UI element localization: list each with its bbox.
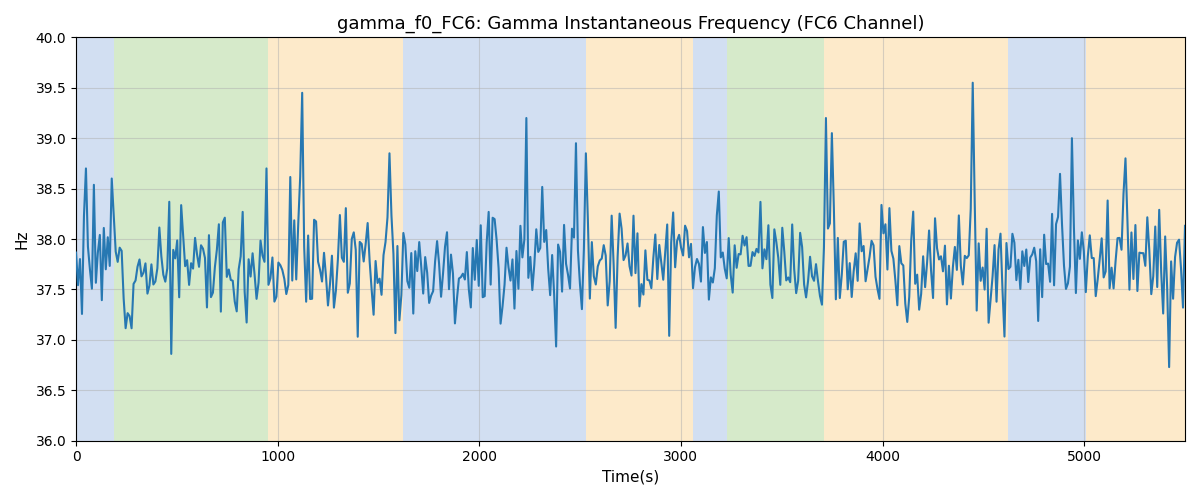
Bar	[403, 38, 586, 440]
Bar	[586, 38, 694, 440]
Bar	[1008, 38, 1086, 440]
Bar	[76, 38, 114, 440]
Bar	[694, 38, 727, 440]
Bar	[727, 38, 824, 440]
Bar	[1086, 38, 1184, 440]
Bar	[114, 38, 268, 440]
Title: gamma_f0_FC6: Gamma Instantaneous Frequency (FC6 Channel): gamma_f0_FC6: Gamma Instantaneous Freque…	[337, 15, 924, 34]
Bar	[268, 38, 403, 440]
Bar	[824, 38, 1008, 440]
Y-axis label: Hz: Hz	[14, 230, 30, 249]
X-axis label: Time(s): Time(s)	[602, 470, 659, 485]
